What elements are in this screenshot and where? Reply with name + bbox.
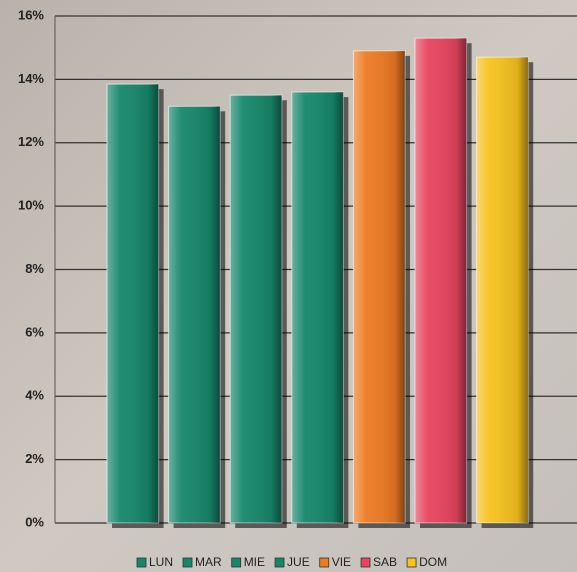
bar-shade bbox=[230, 95, 282, 523]
legend-swatch bbox=[136, 557, 147, 568]
y-tick-label: 2% bbox=[25, 451, 44, 466]
legend-label: DOM bbox=[419, 555, 447, 569]
legend-label: VIE bbox=[332, 555, 351, 569]
y-tick-label: 14% bbox=[18, 71, 44, 86]
legend-swatch bbox=[274, 557, 285, 568]
y-tick-label: 12% bbox=[18, 134, 44, 149]
legend-label: JUE bbox=[287, 555, 310, 569]
bar-shade bbox=[107, 84, 159, 524]
y-tick-label: 10% bbox=[18, 198, 44, 213]
legend-label: LUN bbox=[149, 555, 173, 569]
bar-shade bbox=[291, 92, 344, 524]
legend-label: MAR bbox=[195, 555, 222, 569]
bar-shade bbox=[168, 106, 221, 523]
y-tick-label: 6% bbox=[25, 324, 44, 339]
legend-label: MIE bbox=[244, 555, 265, 569]
bar-shade bbox=[353, 50, 405, 523]
y-tick-label: 4% bbox=[25, 388, 44, 403]
y-tick-label: 0% bbox=[25, 514, 44, 529]
y-tick-label: 16% bbox=[18, 7, 44, 22]
legend-swatch bbox=[406, 557, 417, 568]
legend-label: SAB bbox=[373, 555, 397, 569]
y-tick-label: 8% bbox=[25, 261, 44, 276]
bar-shade bbox=[415, 38, 467, 524]
legend-swatch bbox=[231, 557, 242, 568]
legend-swatch bbox=[319, 557, 330, 568]
bar-shade bbox=[476, 57, 529, 523]
legend-swatch bbox=[182, 557, 193, 568]
legend-swatch bbox=[360, 557, 371, 568]
